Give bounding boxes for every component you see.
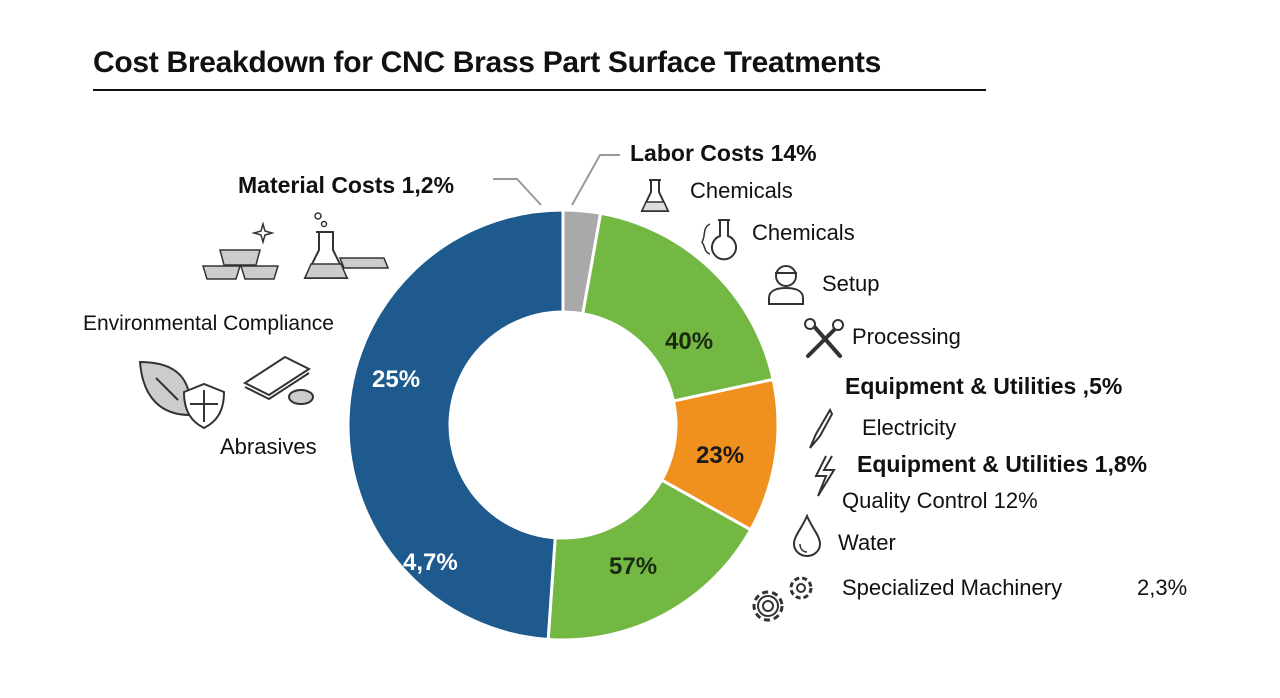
leaf-icon: [138, 360, 226, 430]
annotation-quality-control: Quality Control 12%: [842, 488, 1038, 513]
title-underline: [93, 89, 986, 91]
annotation-processing: Processing: [852, 324, 961, 349]
shield-icon: [182, 382, 226, 430]
soldering-pen-icon: [809, 407, 834, 449]
annotation-electricity: Electricity: [862, 415, 957, 440]
leader-line-labor: [571, 154, 620, 206]
slice-label-23: 23%: [696, 442, 745, 469]
slice-label-40: 40%: [665, 328, 714, 355]
donut-slice-5: [346, 208, 565, 642]
annotation-water: Water: [838, 530, 896, 555]
annotation-chemicals-2: Chemicals: [752, 220, 855, 245]
chart-title: Cost Breakdown for CNC Brass Part Surfac…: [93, 46, 881, 79]
annotation-environmental-compliance: Environmental Compliance: [83, 312, 334, 335]
worker-icon: [768, 265, 804, 305]
slice-label-4-7: 4,7%: [403, 549, 458, 576]
annotation-setup: Setup: [822, 271, 880, 296]
brass-bars-icon: [201, 221, 280, 280]
annotation-equipment-utilities-1: Equipment & Utilities ,5%: [845, 373, 1123, 399]
annotation-chemicals-1: Chemicals: [690, 178, 793, 203]
donut-slice-2: [581, 211, 775, 403]
leader-line-material: [493, 178, 542, 206]
tools-icon: [804, 318, 844, 358]
abrasive-pad-icon: [242, 355, 314, 405]
slice-label-25: 25%: [372, 366, 421, 393]
annotation-material-costs: Material Costs 1,2%: [238, 172, 455, 198]
flask-icon: [303, 212, 390, 279]
annotation-specialized-machinery-value: 2,3%: [1137, 575, 1188, 600]
slice-label-57: 57%: [609, 553, 658, 580]
annotation-specialized-machinery: Specialized Machinery: [842, 575, 1063, 600]
annotation-equipment-utilities-2: Equipment & Utilities 1,8%: [857, 451, 1148, 477]
flask-small-icon: [640, 179, 670, 212]
lightning-icon: [814, 455, 836, 497]
flask-splash-icon: [701, 219, 737, 261]
annotation-labor-costs: Labor Costs 14%: [630, 140, 817, 166]
donut-slice-4: [546, 478, 753, 642]
gears-icon: [752, 576, 813, 622]
annotation-abrasives: Abrasives: [220, 434, 317, 459]
water-drop-icon: [792, 513, 822, 557]
